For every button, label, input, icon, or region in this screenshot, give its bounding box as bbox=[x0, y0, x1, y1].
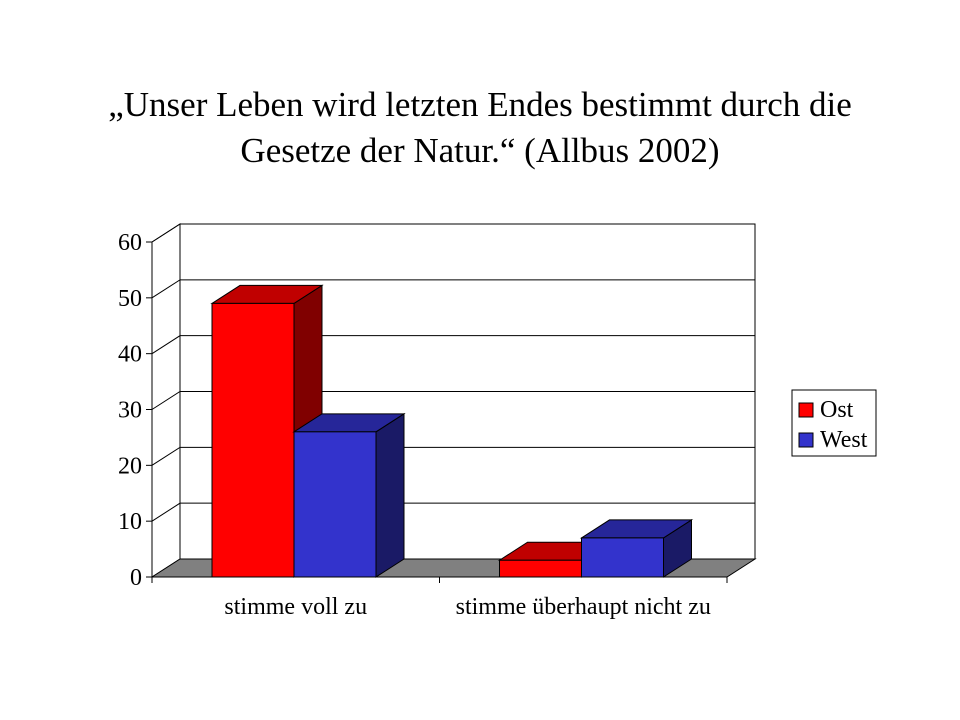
bar-west-2 bbox=[579, 519, 694, 578]
x-tick-label-2: stimme überhaupt nicht zu bbox=[456, 594, 711, 620]
gridlines bbox=[151, 223, 755, 522]
y-tick-label-30: 30 bbox=[118, 398, 142, 424]
y-tick-label-20: 20 bbox=[118, 453, 142, 479]
chart-title: „Unser Leben wird letzten Endes bestimmt… bbox=[40, 82, 920, 174]
bar-front bbox=[293, 431, 377, 578]
y-tick-label-0: 0 bbox=[130, 565, 142, 591]
x-tick-label-1: stimme voll zu bbox=[224, 594, 367, 620]
chart-title-line-2: Gesetze der Natur.“ (Allbus 2002) bbox=[240, 131, 720, 170]
chart-title-line-1: „Unser Leben wird letzten Endes bestimmt… bbox=[108, 85, 852, 124]
bar-front bbox=[499, 559, 582, 578]
bar-side bbox=[375, 412, 405, 578]
bar-front bbox=[581, 537, 664, 578]
y-tick-label-10: 10 bbox=[118, 509, 142, 535]
legend-label-ost: Ost bbox=[820, 397, 854, 423]
gridline-60 bbox=[151, 223, 755, 243]
gridline-40 bbox=[151, 335, 755, 355]
gridline-20 bbox=[151, 446, 755, 466]
y-tick-label-40: 40 bbox=[118, 342, 142, 368]
gridline-30 bbox=[151, 391, 755, 410]
legend-swatch-west bbox=[798, 432, 814, 448]
gridline-50 bbox=[151, 279, 755, 299]
x-axis: stimme voll zu stimme überhaupt nicht zu bbox=[151, 576, 728, 620]
bar-west-1 bbox=[292, 412, 406, 578]
bar-front bbox=[211, 302, 295, 578]
bar-ost-1 bbox=[210, 284, 324, 578]
y-axis: 0 10 20 30 40 50 60 bbox=[118, 230, 153, 591]
y-tick-label-50: 50 bbox=[118, 286, 142, 312]
y-tick-label-60: 60 bbox=[118, 230, 142, 256]
legend: Ost West bbox=[791, 389, 877, 457]
bars bbox=[210, 284, 694, 578]
gridline-10 bbox=[151, 502, 755, 522]
legend-label-west: West bbox=[820, 427, 868, 453]
legend-swatch-ost bbox=[798, 402, 814, 418]
